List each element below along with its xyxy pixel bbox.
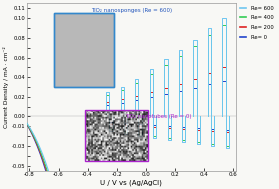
FancyBboxPatch shape: [54, 13, 114, 87]
Text: TiO₂ nanotubes (Re = 0): TiO₂ nanotubes (Re = 0): [125, 114, 192, 119]
Text: TiO₂ nanosponges (Re = 600): TiO₂ nanosponges (Re = 600): [91, 9, 172, 13]
Y-axis label: Current Density / mA · cm⁻²: Current Density / mA · cm⁻²: [3, 46, 9, 128]
X-axis label: U / V vs (Ag/AgCl): U / V vs (Ag/AgCl): [100, 179, 162, 186]
Legend: Re= 600, Re= 400, Re= 200, Re= 0: Re= 600, Re= 400, Re= 200, Re= 0: [238, 3, 275, 42]
